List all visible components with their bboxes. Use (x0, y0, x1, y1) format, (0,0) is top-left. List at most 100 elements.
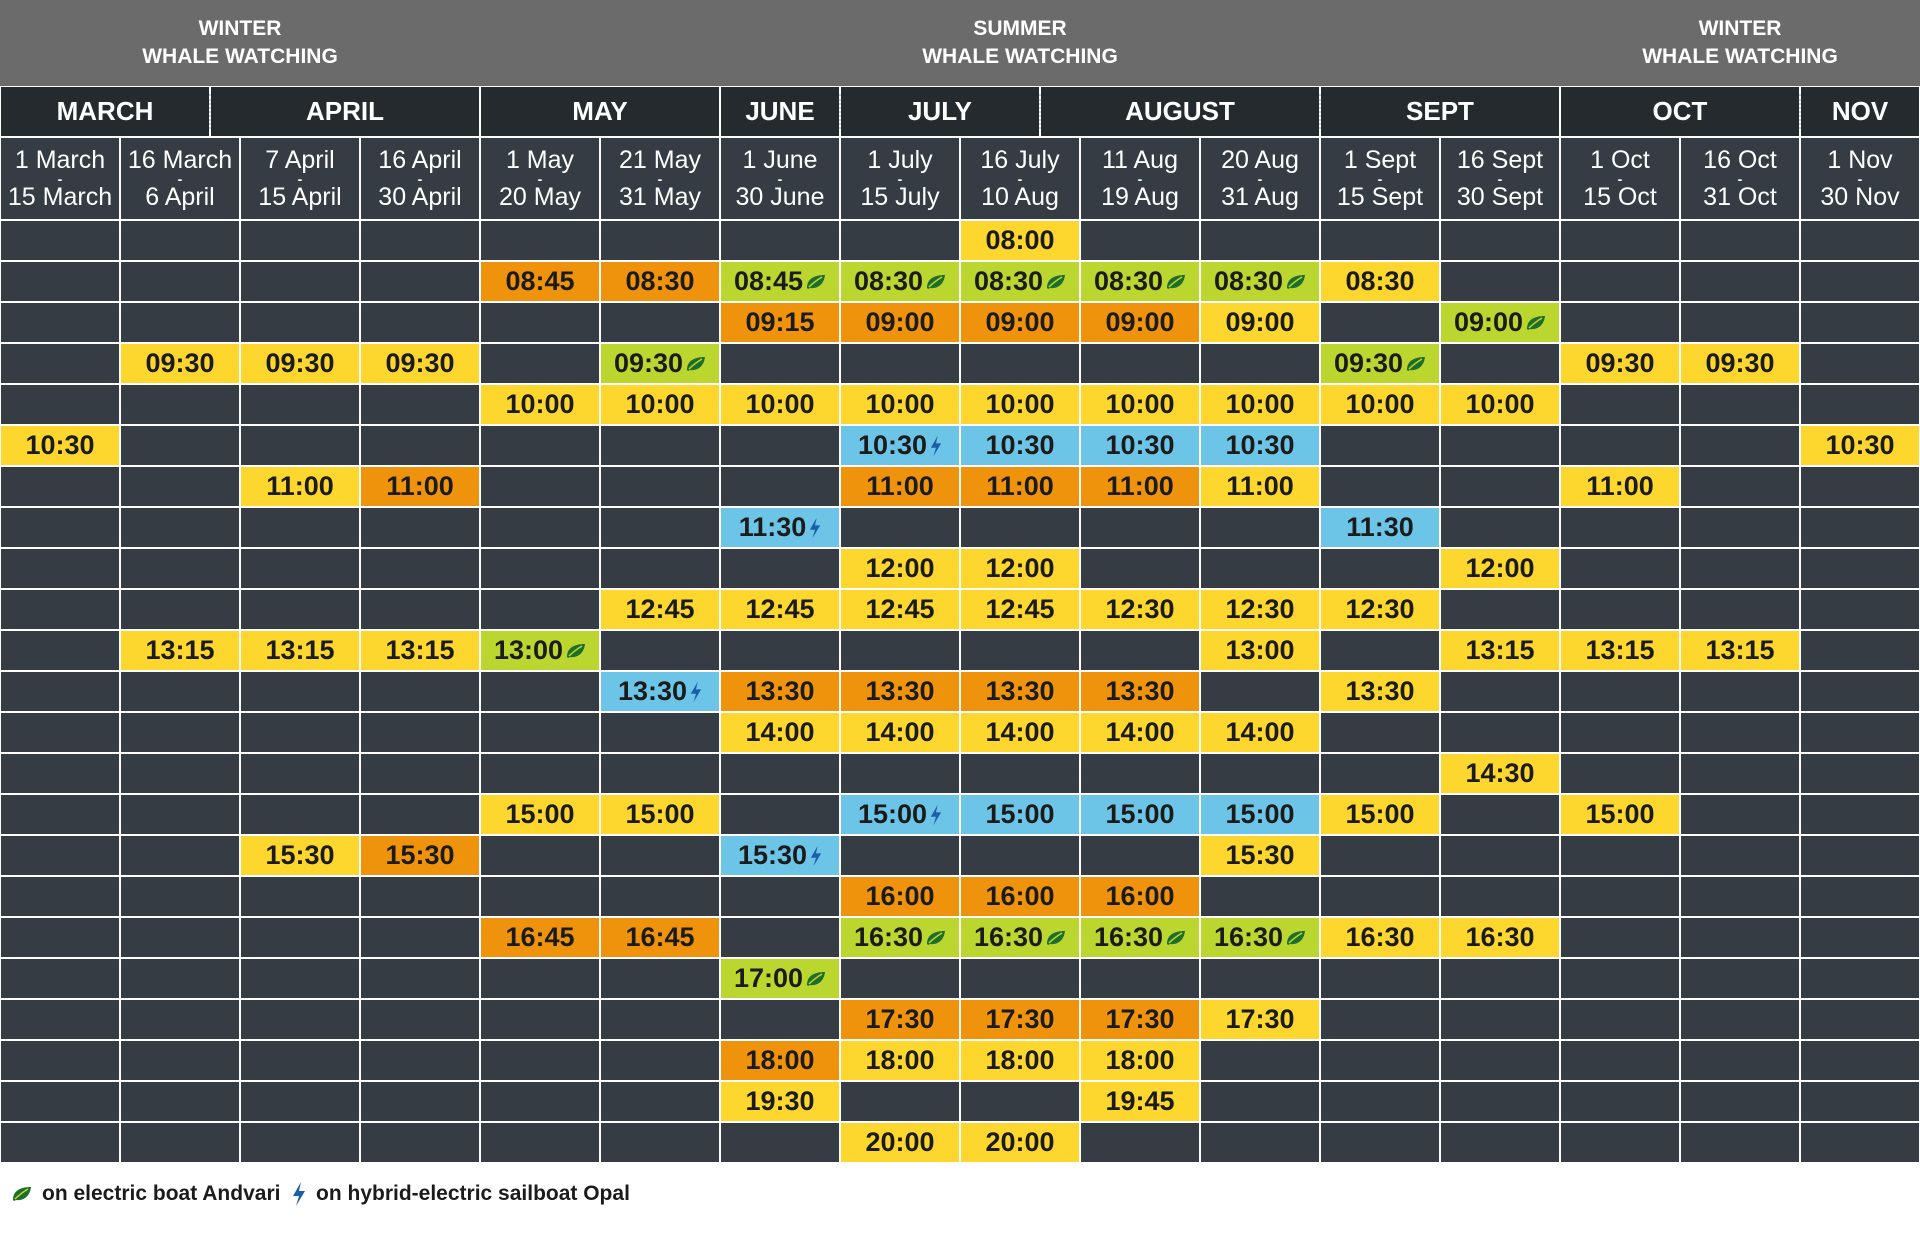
departure-slot[interactable]: 08:45 (720, 261, 840, 302)
departure-slot[interactable]: 09:30 (120, 343, 240, 384)
departure-slot[interactable]: 08:45 (480, 261, 600, 302)
departure-slot[interactable]: 10:30 (1800, 425, 1920, 466)
departure-slot[interactable]: 16:30 (1440, 917, 1560, 958)
departure-slot[interactable]: 11:00 (960, 466, 1080, 507)
departure-slot[interactable]: 10:30 (1200, 425, 1320, 466)
departure-slot[interactable]: 08:30 (840, 261, 960, 302)
departure-slot[interactable]: 12:45 (840, 589, 960, 630)
departure-slot[interactable]: 10:00 (840, 384, 960, 425)
departure-slot[interactable]: 18:00 (840, 1040, 960, 1081)
departure-slot[interactable]: 17:30 (840, 999, 960, 1040)
departure-slot[interactable]: 18:00 (960, 1040, 1080, 1081)
departure-slot[interactable]: 19:30 (720, 1081, 840, 1122)
departure-slot[interactable]: 16:30 (1080, 917, 1200, 958)
departure-slot[interactable]: 13:00 (1200, 630, 1320, 671)
departure-slot[interactable]: 09:00 (1200, 302, 1320, 343)
departure-slot[interactable]: 14:30 (1440, 753, 1560, 794)
departure-slot[interactable]: 15:00 (1080, 794, 1200, 835)
departure-slot[interactable]: 10:00 (1080, 384, 1200, 425)
departure-slot[interactable]: 15:00 (840, 794, 960, 835)
departure-slot[interactable]: 11:00 (240, 466, 360, 507)
departure-slot[interactable]: 08:00 (960, 220, 1080, 261)
departure-slot[interactable]: 10:00 (480, 384, 600, 425)
departure-slot[interactable]: 13:15 (360, 630, 480, 671)
departure-slot[interactable]: 19:45 (1080, 1081, 1200, 1122)
departure-slot[interactable]: 10:00 (600, 384, 720, 425)
departure-slot[interactable]: 13:15 (120, 630, 240, 671)
departure-slot[interactable]: 17:30 (1080, 999, 1200, 1040)
departure-slot[interactable]: 13:30 (1320, 671, 1440, 712)
departure-slot[interactable]: 12:30 (1200, 589, 1320, 630)
departure-slot[interactable]: 14:00 (960, 712, 1080, 753)
departure-slot[interactable]: 11:00 (1200, 466, 1320, 507)
departure-slot[interactable]: 15:00 (600, 794, 720, 835)
departure-slot[interactable]: 10:00 (1320, 384, 1440, 425)
departure-slot[interactable]: 10:30 (840, 425, 960, 466)
departure-slot[interactable]: 15:00 (1560, 794, 1680, 835)
departure-slot[interactable]: 13:30 (840, 671, 960, 712)
departure-slot[interactable]: 12:00 (840, 548, 960, 589)
departure-slot[interactable]: 20:00 (840, 1122, 960, 1163)
departure-slot[interactable]: 13:15 (1680, 630, 1800, 671)
departure-slot[interactable]: 10:30 (1080, 425, 1200, 466)
departure-slot[interactable]: 14:00 (1080, 712, 1200, 753)
departure-slot[interactable]: 09:30 (1680, 343, 1800, 384)
departure-slot[interactable]: 10:30 (0, 425, 120, 466)
departure-slot[interactable]: 14:00 (1200, 712, 1320, 753)
departure-slot[interactable]: 08:30 (1200, 261, 1320, 302)
departure-slot[interactable]: 09:00 (840, 302, 960, 343)
departure-slot[interactable]: 16:30 (1320, 917, 1440, 958)
departure-slot[interactable]: 14:00 (840, 712, 960, 753)
departure-slot[interactable]: 15:00 (960, 794, 1080, 835)
departure-slot[interactable]: 11:00 (840, 466, 960, 507)
departure-slot[interactable]: 15:30 (1200, 835, 1320, 876)
departure-slot[interactable]: 12:00 (960, 548, 1080, 589)
departure-slot[interactable]: 12:45 (720, 589, 840, 630)
departure-slot[interactable]: 08:30 (1320, 261, 1440, 302)
departure-slot[interactable]: 17:00 (720, 958, 840, 999)
departure-slot[interactable]: 16:45 (600, 917, 720, 958)
departure-slot[interactable]: 13:30 (1080, 671, 1200, 712)
departure-slot[interactable]: 12:00 (1440, 548, 1560, 589)
departure-slot[interactable]: 16:30 (960, 917, 1080, 958)
departure-slot[interactable]: 09:30 (240, 343, 360, 384)
departure-slot[interactable]: 16:45 (480, 917, 600, 958)
departure-slot[interactable]: 17:30 (1200, 999, 1320, 1040)
departure-slot[interactable]: 08:30 (1080, 261, 1200, 302)
departure-slot[interactable]: 09:30 (360, 343, 480, 384)
departure-slot[interactable]: 11:30 (1320, 507, 1440, 548)
departure-slot[interactable]: 13:15 (240, 630, 360, 671)
departure-slot[interactable]: 16:00 (840, 876, 960, 917)
departure-slot[interactable]: 08:30 (960, 261, 1080, 302)
departure-slot[interactable]: 11:30 (720, 507, 840, 548)
departure-slot[interactable]: 11:00 (1080, 466, 1200, 507)
departure-slot[interactable]: 13:00 (480, 630, 600, 671)
departure-slot[interactable]: 15:30 (360, 835, 480, 876)
departure-slot[interactable]: 10:00 (960, 384, 1080, 425)
departure-slot[interactable]: 15:00 (1320, 794, 1440, 835)
departure-slot[interactable]: 10:00 (720, 384, 840, 425)
departure-slot[interactable]: 12:45 (600, 589, 720, 630)
departure-slot[interactable]: 09:00 (1440, 302, 1560, 343)
departure-slot[interactable]: 13:30 (720, 671, 840, 712)
departure-slot[interactable]: 16:00 (1080, 876, 1200, 917)
departure-slot[interactable]: 10:00 (1440, 384, 1560, 425)
departure-slot[interactable]: 09:30 (1560, 343, 1680, 384)
departure-slot[interactable]: 13:30 (960, 671, 1080, 712)
departure-slot[interactable]: 09:00 (960, 302, 1080, 343)
departure-slot[interactable]: 09:30 (1320, 343, 1440, 384)
departure-slot[interactable]: 13:15 (1560, 630, 1680, 671)
departure-slot[interactable]: 12:30 (1080, 589, 1200, 630)
departure-slot[interactable]: 20:00 (960, 1122, 1080, 1163)
departure-slot[interactable]: 10:30 (960, 425, 1080, 466)
departure-slot[interactable]: 11:00 (360, 466, 480, 507)
departure-slot[interactable]: 13:15 (1440, 630, 1560, 671)
departure-slot[interactable]: 12:30 (1320, 589, 1440, 630)
departure-slot[interactable]: 12:45 (960, 589, 1080, 630)
departure-slot[interactable]: 16:30 (1200, 917, 1320, 958)
departure-slot[interactable]: 11:00 (1560, 466, 1680, 507)
departure-slot[interactable]: 18:00 (1080, 1040, 1200, 1081)
departure-slot[interactable]: 15:30 (720, 835, 840, 876)
departure-slot[interactable]: 15:00 (1200, 794, 1320, 835)
departure-slot[interactable]: 16:00 (960, 876, 1080, 917)
